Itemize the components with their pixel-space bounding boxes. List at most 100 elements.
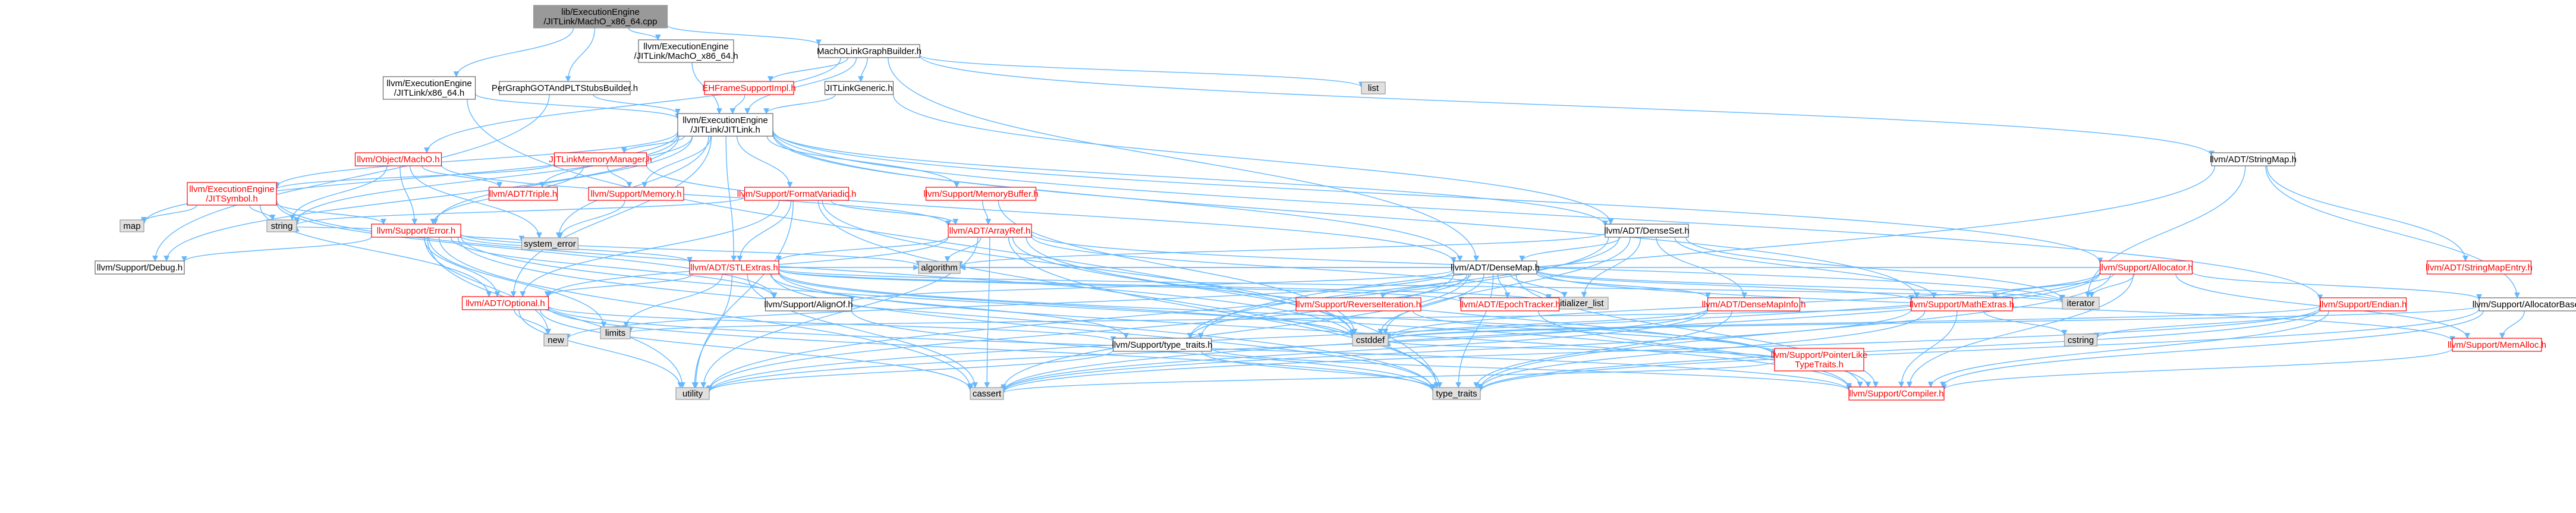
edge-objmacho-to-string: [289, 165, 388, 221]
node-memalloc[interactable]: llvm/Support/MemAlloc.h: [2448, 338, 2546, 352]
edge-dminfo-to-cassert: [1001, 309, 1709, 392]
edge-jitsym-to-string: [249, 204, 276, 221]
node-smentry[interactable]: llvm/ADT/StringMapEntry.h: [2426, 260, 2533, 275]
node-dminfo[interactable]: llvm/ADT/DenseMapInfo.h: [1701, 297, 1806, 311]
node-label: llvm/ADT/StringMap.h: [2210, 155, 2297, 165]
node-label: /JITLink/x86_64.h: [394, 88, 464, 98]
edge-optional-to-typetraits: [548, 307, 1436, 392]
node-box: [1605, 224, 1689, 238]
node-epoch[interactable]: llvm/ADT/EpochTracker.h: [1460, 297, 1561, 311]
node-compiler[interactable]: llvm/Support/Compiler.h: [1848, 386, 1945, 401]
edge-allocator-to-compiler: [1906, 273, 2134, 388]
node-cstddef: cstddef: [1352, 333, 1389, 347]
node-ehf[interactable]: EHFrameSupportImpl.h: [702, 81, 796, 95]
edge-arrayref-to-stlextras: [776, 236, 949, 262]
edge-allocator-to-mathext: [1992, 273, 2114, 298]
edge-arrayref-to-cassert: [984, 237, 990, 388]
node-box: [744, 187, 850, 201]
node-label: llvm/ExecutionEngine: [682, 115, 768, 125]
node-sdebug[interactable]: llvm/Support/Debug.h: [95, 260, 185, 275]
node-box: [533, 5, 668, 29]
node-stlextras[interactable]: llvm/ADT/STLExtras.h: [689, 260, 779, 275]
node-fmtv[interactable]: llvm/Support/FormatVariadic.h: [737, 187, 857, 201]
node-syserr: system_error: [521, 237, 579, 250]
edge-jitlink-to-membuf: [766, 136, 960, 188]
node-denseset[interactable]: llvm/ADT/DenseSet.h: [1604, 224, 1690, 238]
edge-densemap-to-dminfo: [1536, 273, 1711, 298]
node-revit[interactable]: llvm/Support/ReverseIteration.h: [1295, 297, 1421, 311]
edge-serror-to-new: [424, 237, 552, 335]
node-root[interactable]: lib/ExecutionEngine/JITLink/MachO_x86_64…: [533, 5, 668, 29]
node-label: llvm/Support/MathExtras.h: [1910, 300, 2014, 310]
edge-stlextras-to-epoch: [778, 269, 1464, 303]
edge-mathext-to-cassert: [1001, 309, 1912, 393]
node-label: llvm/Support/Compiler.h: [1849, 389, 1943, 399]
node-jitgen[interactable]: JITLinkGeneric.h: [824, 81, 894, 95]
node-endian[interactable]: llvm/Support/Endian.h: [2320, 297, 2407, 311]
node-box: [689, 260, 779, 275]
node-arrayref[interactable]: llvm/ADT/ArrayRef.h: [948, 224, 1032, 238]
edge-allocator-to-allocbase: [2191, 271, 2482, 300]
node-x64h[interactable]: llvm/ExecutionEngine/JITLink/x86_64.h: [382, 76, 476, 100]
node-macho64h[interactable]: llvm/ExecutionEngine/JITLink/MachO_x86_6…: [634, 39, 738, 63]
edge-allocator-to-utility: [706, 271, 2101, 393]
node-jitlink[interactable]: llvm/ExecutionEngine/JITLink/JITLink.h: [677, 113, 773, 137]
edge-densemap-to-alignof: [848, 269, 1454, 303]
node-box: [1453, 260, 1537, 275]
node-pgot[interactable]: PerGraphGOTAndPLTStubsBuilder.h: [492, 81, 638, 95]
edge-densemap-to-cstddef: [1377, 273, 1484, 335]
node-box: [543, 333, 568, 347]
node-box: [553, 152, 647, 166]
edge-stlextras-to-initlist: [778, 269, 1552, 303]
node-box: [970, 387, 1004, 400]
node-mathext[interactable]: llvm/Support/MathExtras.h: [1910, 297, 2014, 311]
node-typetraitsh[interactable]: llvm/Support/type_traits.h: [1112, 338, 1213, 352]
node-label: iterator: [2067, 298, 2095, 309]
node-stringmap[interactable]: llvm/ADT/StringMap.h: [2210, 152, 2297, 166]
node-triple[interactable]: llvm/ADT/Triple.h: [488, 187, 558, 201]
edge-typetraitsh-to-compiler: [1210, 347, 1852, 391]
edge-mlgb-to-jitgen: [858, 57, 868, 82]
edge-mathext-to-compiler: [1898, 310, 1958, 388]
node-box: [677, 113, 773, 137]
node-optional[interactable]: llvm/ADT/Optional.h: [461, 296, 549, 310]
node-new: new: [543, 333, 568, 347]
node-box: [1460, 297, 1560, 311]
edge-fmtv-to-typetraits: [817, 200, 1440, 388]
node-jitsym[interactable]: llvm/ExecutionEngine/JITSymbol.h: [187, 182, 277, 206]
edge-jitlink-to-serror: [432, 136, 693, 225]
edge-jitgen-to-jitlink: [763, 94, 836, 114]
node-objmacho[interactable]: llvm/Object/MachO.h: [354, 152, 442, 166]
node-membuf[interactable]: llvm/Support/MemoryBuffer.h: [923, 187, 1039, 201]
edge-allocator-to-iterator: [2089, 273, 2135, 298]
node-jitmm[interactable]: JITLinkMemoryManager.h: [549, 152, 652, 166]
edge-densemap-to-iterator: [1536, 269, 2065, 303]
node-serror[interactable]: llvm/Support/Error.h: [371, 224, 461, 238]
node-densemap[interactable]: llvm/ADT/DenseMap.h: [1451, 260, 1540, 275]
node-label: llvm/Support/Debug.h: [97, 263, 183, 273]
node-alignof[interactable]: llvm/Support/AlignOf.h: [764, 297, 853, 311]
node-label: algorithm: [921, 263, 958, 273]
edge-jitlink-to-allocator: [772, 129, 2103, 264]
edge-arrayref-to-typetraits: [1008, 237, 1443, 388]
edge-mlgb-to-objmacho: [424, 57, 841, 153]
node-label: llvm/ADT/STLExtras.h: [690, 263, 778, 273]
node-box: [1848, 386, 1945, 401]
node-label: llvm/Support/Error.h: [377, 226, 456, 236]
node-box: [1774, 348, 1864, 372]
edge-stlextras-to-cstddef: [778, 272, 1355, 339]
node-memory[interactable]: llvm/Support/Memory.h: [588, 187, 684, 201]
node-allocator[interactable]: llvm/Support/Allocator.h: [2099, 260, 2193, 275]
node-mlgb[interactable]: MachOLinkGraphBuilder.h: [817, 44, 921, 58]
node-label: EHFrameSupportImpl.h: [702, 83, 796, 93]
edge-typetraitsh-to-typetraits: [1201, 351, 1436, 391]
edge-serror-to-string: [294, 225, 372, 232]
node-box: [588, 187, 684, 201]
edge-allocbase-to-cstddef: [1385, 305, 2480, 341]
node-label: llvm/ExecutionEngine: [189, 184, 274, 194]
edge-densemap-to-cassert: [1001, 273, 1470, 391]
node-allocbase[interactable]: llvm/Support/AllocatorBase.h: [2473, 297, 2576, 311]
edge-serror-to-cassert: [438, 237, 973, 389]
node-box: [521, 237, 579, 250]
